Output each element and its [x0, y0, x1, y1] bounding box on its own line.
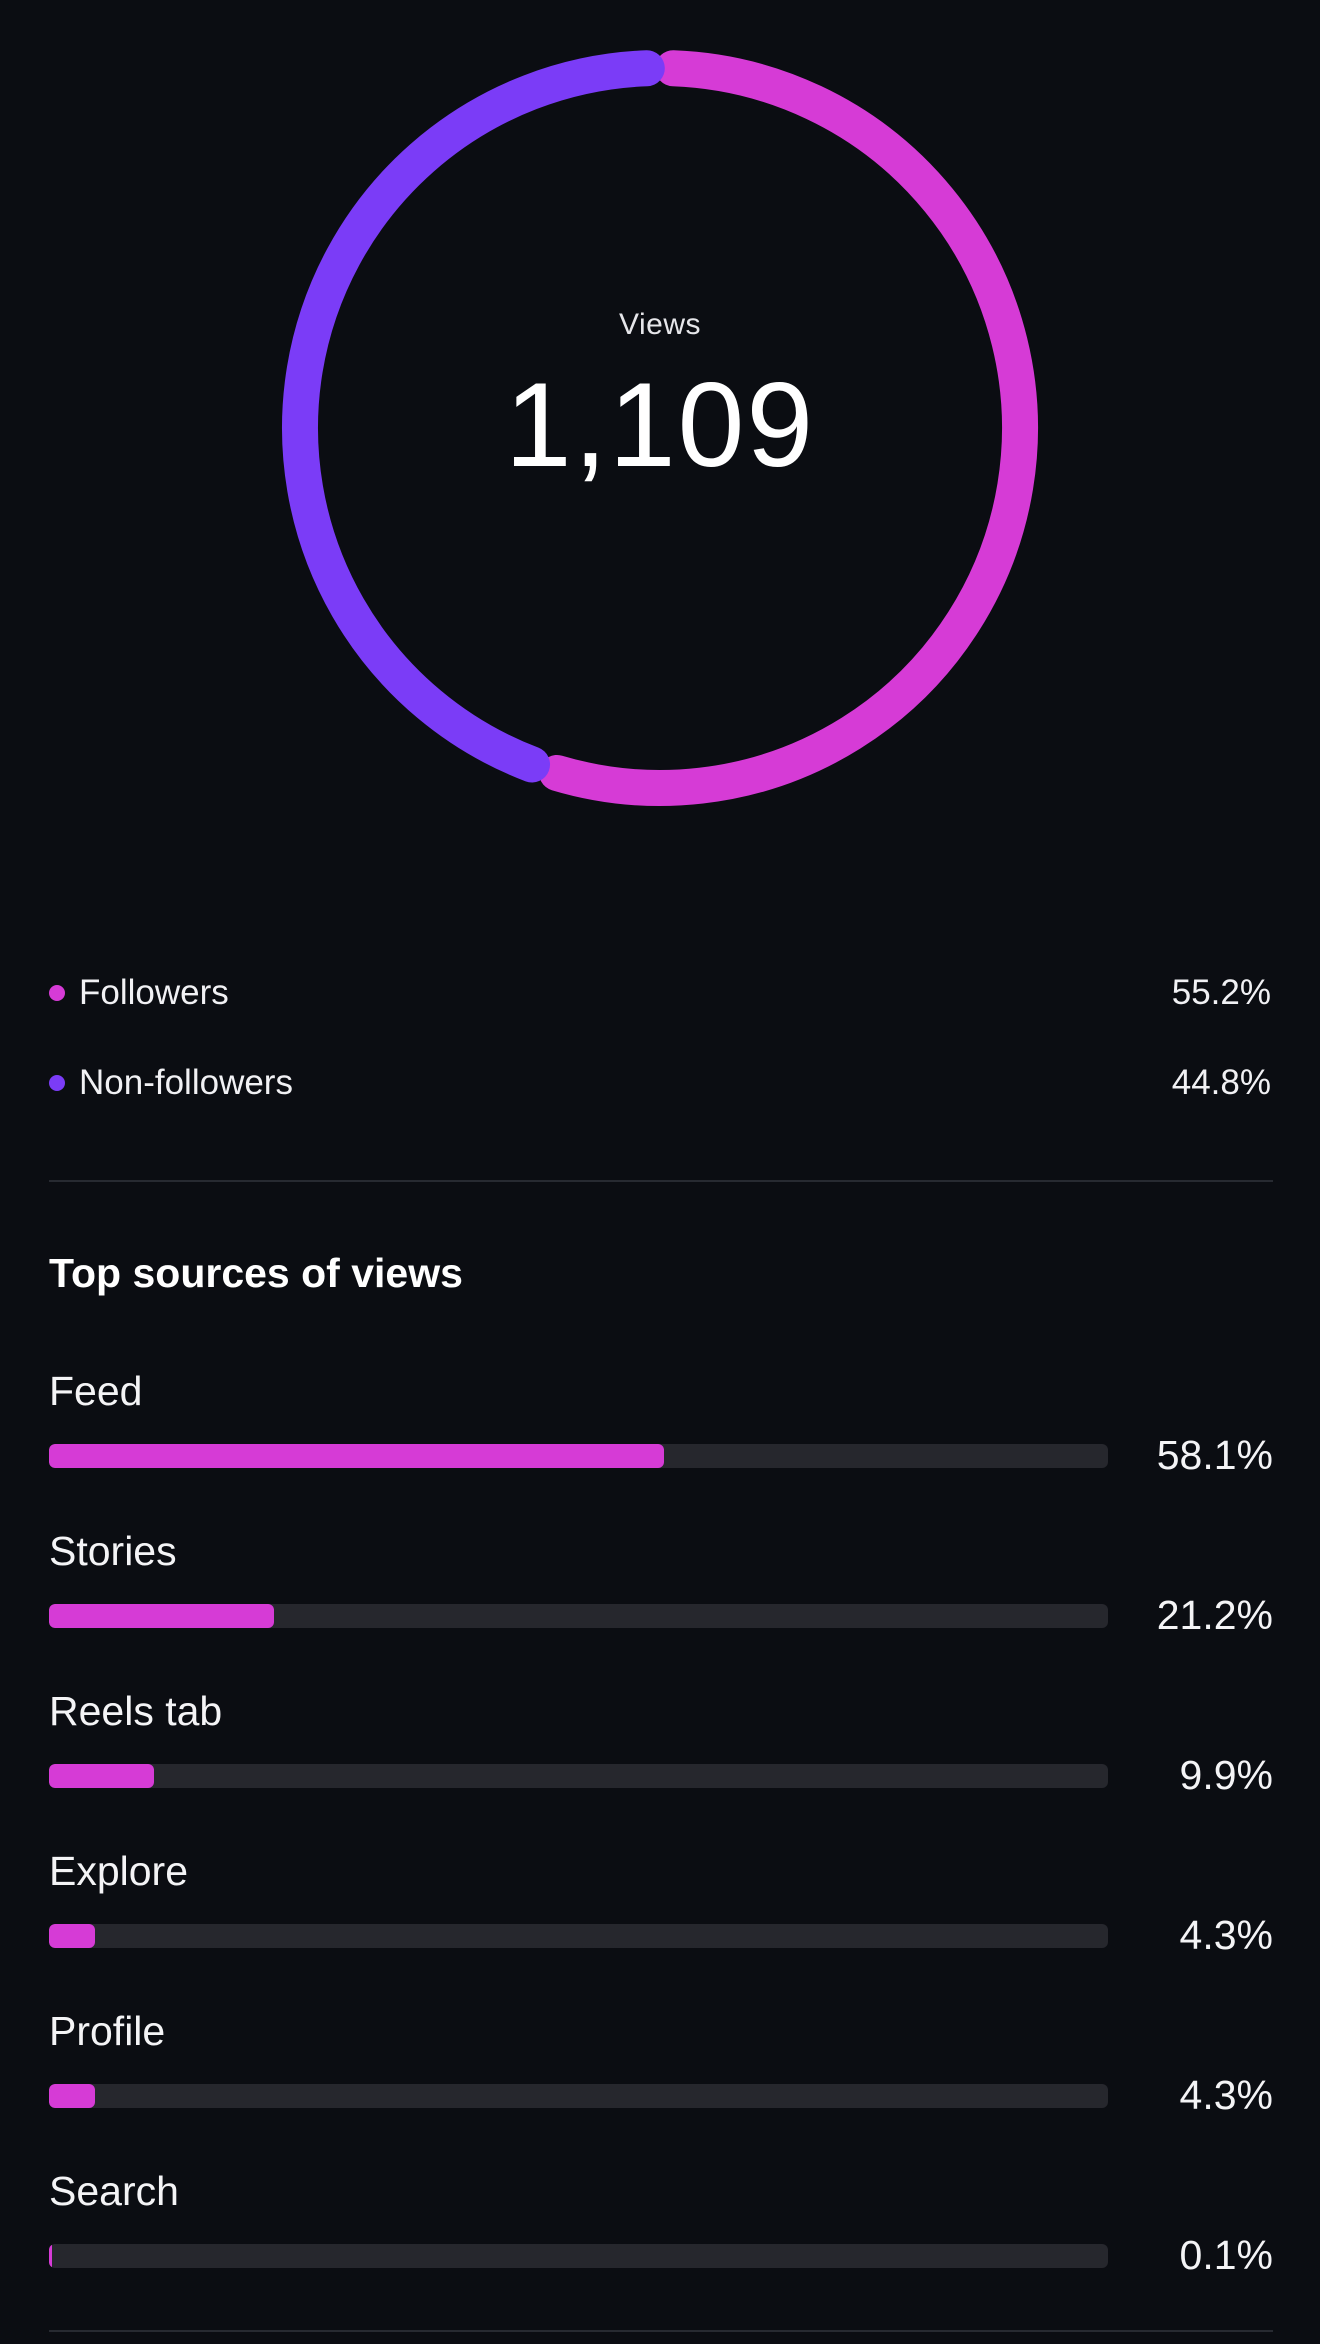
- source-value: 4.3%: [1179, 1912, 1273, 1958]
- source-label: Explore: [49, 1848, 189, 1894]
- legend-value: 44.8%: [1171, 1063, 1271, 1102]
- non-followers-dot-icon: [49, 1075, 65, 1091]
- source-row-profile[interactable]: Profile 4.3%: [49, 2002, 1273, 2162]
- source-bar-track: [49, 2084, 1108, 2108]
- source-row-explore[interactable]: Explore 4.3%: [49, 1842, 1273, 2002]
- donut-segment-followers: [539, 50, 1038, 806]
- source-label: Search: [49, 2168, 179, 2214]
- legend-item-followers[interactable]: Followers 55.2%: [49, 948, 1271, 1038]
- divider: [49, 1180, 1273, 1182]
- views-donut-chart: Views 1,109: [0, 0, 1320, 860]
- donut-segment-non-followers: [282, 50, 665, 783]
- source-label: Reels tab: [49, 1688, 223, 1734]
- source-bar-fill: [49, 1444, 665, 1468]
- source-label: Profile: [49, 2008, 166, 2054]
- legend-value: 55.2%: [1171, 973, 1271, 1012]
- source-row-feed[interactable]: Feed 58.1%: [49, 1362, 1273, 1522]
- source-bar-fill: [49, 1764, 154, 1788]
- source-value: 0.1%: [1179, 2232, 1273, 2278]
- donut-svg: [282, 50, 1038, 806]
- legend-label: Followers: [79, 973, 229, 1012]
- audience-legend: Followers 55.2% Non-followers 44.8%: [49, 948, 1271, 1128]
- divider: [49, 2330, 1273, 2332]
- source-bar-track: [49, 2244, 1108, 2268]
- views-total: 1,109: [504, 358, 816, 492]
- source-bar-fill: [49, 1924, 95, 1948]
- top-sources-list: Feed 58.1% Stories 21.2% Reels tab 9.9% …: [49, 1362, 1273, 2322]
- source-bar-fill: [49, 2244, 52, 2268]
- source-value: 21.2%: [1156, 1592, 1273, 1638]
- source-bar-track: [49, 1764, 1108, 1788]
- source-value: 4.3%: [1179, 2072, 1273, 2118]
- legend-label: Non-followers: [79, 1063, 293, 1102]
- source-value: 9.9%: [1179, 1752, 1273, 1798]
- source-bar-track: [49, 1604, 1108, 1628]
- source-bar-fill: [49, 2084, 95, 2108]
- source-row-search[interactable]: Search 0.1%: [49, 2162, 1273, 2322]
- section-title-top-sources: Top sources of views: [49, 1250, 463, 1296]
- source-bar-track: [49, 1444, 1108, 1468]
- donut-label: Views: [619, 308, 701, 341]
- legend-item-non-followers[interactable]: Non-followers 44.8%: [49, 1038, 1271, 1128]
- source-bar-fill: [49, 1604, 274, 1628]
- source-label: Feed: [49, 1368, 143, 1414]
- source-bar-track: [49, 1924, 1108, 1948]
- source-value: 58.1%: [1156, 1432, 1273, 1478]
- source-row-reels-tab[interactable]: Reels tab 9.9%: [49, 1682, 1273, 1842]
- source-label: Stories: [49, 1528, 177, 1574]
- followers-dot-icon: [49, 985, 65, 1001]
- source-row-stories[interactable]: Stories 21.2%: [49, 1522, 1273, 1682]
